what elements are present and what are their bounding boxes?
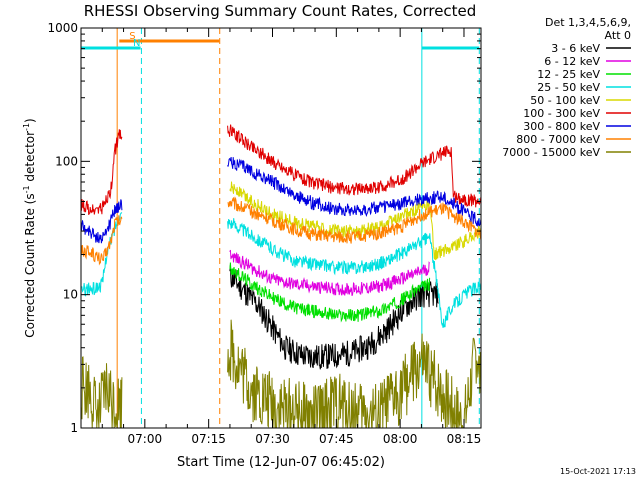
y-tick-label: 100 xyxy=(55,154,78,168)
x-tick-label: 07:15 xyxy=(191,432,226,446)
series-line xyxy=(80,124,482,216)
y-axis-label-end: ) xyxy=(23,118,37,123)
legend-label: 50 - 100 keV xyxy=(530,94,600,107)
series-line xyxy=(80,157,482,244)
y-axis-label-sup1: -1 xyxy=(22,185,31,193)
x-tick-label: 08:00 xyxy=(383,432,418,446)
plot-frame xyxy=(80,27,482,429)
legend-label: 6 - 12 keV xyxy=(544,55,600,68)
legend-header-2: Att 0 xyxy=(605,29,631,42)
legend-label: 100 - 300 keV xyxy=(523,107,600,120)
x-axis-label: Start Time (12-Jun-07 06:45:02) xyxy=(177,455,385,470)
y-tick-label: 10 xyxy=(63,288,78,302)
legend-header-1: Det 1,3,4,5,6,9, xyxy=(545,16,631,29)
legend-label: 3 - 6 keV xyxy=(551,42,600,55)
x-tick-label: 07:30 xyxy=(255,432,290,446)
x-axis: 07:00 07:15 07:30 07:45 08:00 08:15 xyxy=(80,28,482,446)
segment-label-s: S xyxy=(129,31,135,42)
chart-title: RHESSI Observing Summary Count Rates, Co… xyxy=(84,2,477,20)
x-tick-label: 07:00 xyxy=(128,432,163,446)
segment-label-n: N xyxy=(133,38,140,49)
y-axis-label-main: Corrected Count Rate (s xyxy=(23,193,37,337)
y-axis: 1 10 100 1000 xyxy=(47,21,481,435)
y-tick-label: 1000 xyxy=(47,21,78,35)
series-line xyxy=(229,262,431,323)
series-line xyxy=(229,249,431,296)
x-tick-label: 07:45 xyxy=(319,432,354,446)
y-tick-label: 1 xyxy=(70,421,78,435)
series-line xyxy=(80,196,482,266)
series-line xyxy=(229,264,439,370)
y-axis-label-mid: detector xyxy=(23,131,37,186)
x-tick-label: 08:15 xyxy=(447,432,482,446)
legend-label: 7000 - 15000 keV xyxy=(502,146,600,159)
y-axis-label: Corrected Count Rate (s-1 detector-1) xyxy=(22,118,37,337)
footer-timestamp: 15-Oct-2021 17:13 xyxy=(560,467,636,476)
legend-label: 300 - 800 keV xyxy=(523,120,600,133)
legend-label: 800 - 7000 keV xyxy=(516,133,600,146)
y-axis-label-sup2: -1 xyxy=(22,123,31,131)
legend-label: 25 - 50 keV xyxy=(537,81,600,94)
legend-label: 12 - 25 keV xyxy=(537,68,600,81)
plot-area: SN xyxy=(80,28,482,430)
